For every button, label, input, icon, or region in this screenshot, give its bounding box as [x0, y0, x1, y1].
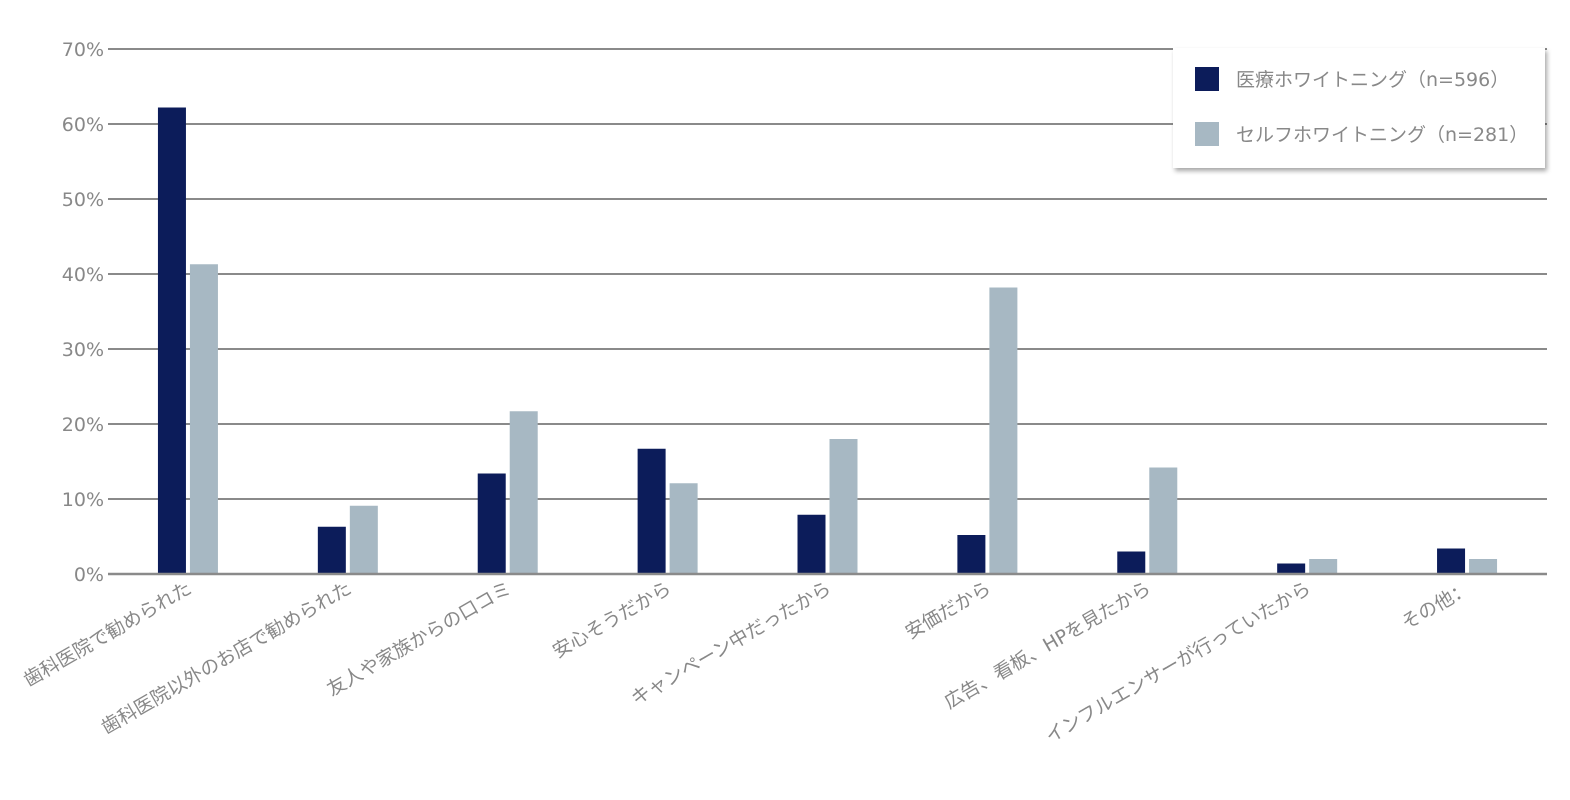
- bar-medical-whitening: [957, 535, 986, 574]
- legend-swatch-self-whitening: [1195, 122, 1219, 146]
- gridlines: [108, 48, 1547, 500]
- y-tick-label: 20%: [62, 414, 104, 436]
- y-tick-label: 50%: [62, 189, 104, 211]
- bar-medical-whitening: [157, 107, 186, 574]
- bar-self-whitening: [829, 439, 858, 574]
- x-category-label: 歯科医院以外のお店で勧められた: [98, 577, 356, 739]
- legend: 医療ホワイトニング（n=596） セルフホワイトニング（n=281）: [1173, 48, 1545, 168]
- y-tick-label: 0%: [74, 564, 104, 586]
- legend-box: [1173, 48, 1545, 168]
- bar-medical-whitening: [1117, 551, 1146, 574]
- bar-self-whitening: [1469, 559, 1498, 574]
- x-category-label: 安価だから: [902, 577, 995, 644]
- y-tick-label: 70%: [62, 39, 104, 61]
- bar-medical-whitening: [637, 448, 666, 574]
- x-category-label: 安心そうだから: [549, 577, 675, 663]
- bar-self-whitening: [509, 411, 538, 574]
- x-category-label: その他：: [1398, 577, 1475, 634]
- bar-self-whitening: [989, 287, 1018, 574]
- x-category-label: インフルエンサーが行っていたから: [1042, 577, 1315, 747]
- bar-medical-whitening: [797, 514, 826, 574]
- bar-self-whitening: [1309, 559, 1338, 574]
- legend-swatch-medical-whitening: [1195, 67, 1219, 91]
- bar-self-whitening: [189, 264, 218, 574]
- y-tick-label: 40%: [62, 264, 104, 286]
- legend-label-medical-whitening: 医療ホワイトニング（n=596）: [1236, 69, 1509, 91]
- bar-self-whitening: [349, 505, 378, 574]
- bar-self-whitening: [1149, 467, 1178, 574]
- y-axis-tick-labels: 0% 10% 20% 30% 40% 50% 60% 70%: [62, 39, 104, 586]
- bar-medical-whitening: [477, 473, 506, 574]
- y-tick-label: 30%: [62, 339, 104, 361]
- bar-medical-whitening: [1277, 563, 1306, 574]
- bars: [157, 107, 1498, 574]
- bar-medical-whitening: [317, 526, 346, 574]
- x-category-label: 歯科医院で勧められた: [20, 577, 196, 691]
- bar-self-whitening: [669, 483, 698, 574]
- legend-label-self-whitening: セルフホワイトニング（n=281）: [1236, 124, 1528, 146]
- y-tick-label: 10%: [62, 489, 104, 511]
- y-tick-label: 60%: [62, 114, 104, 136]
- bar-medical-whitening: [1437, 548, 1466, 574]
